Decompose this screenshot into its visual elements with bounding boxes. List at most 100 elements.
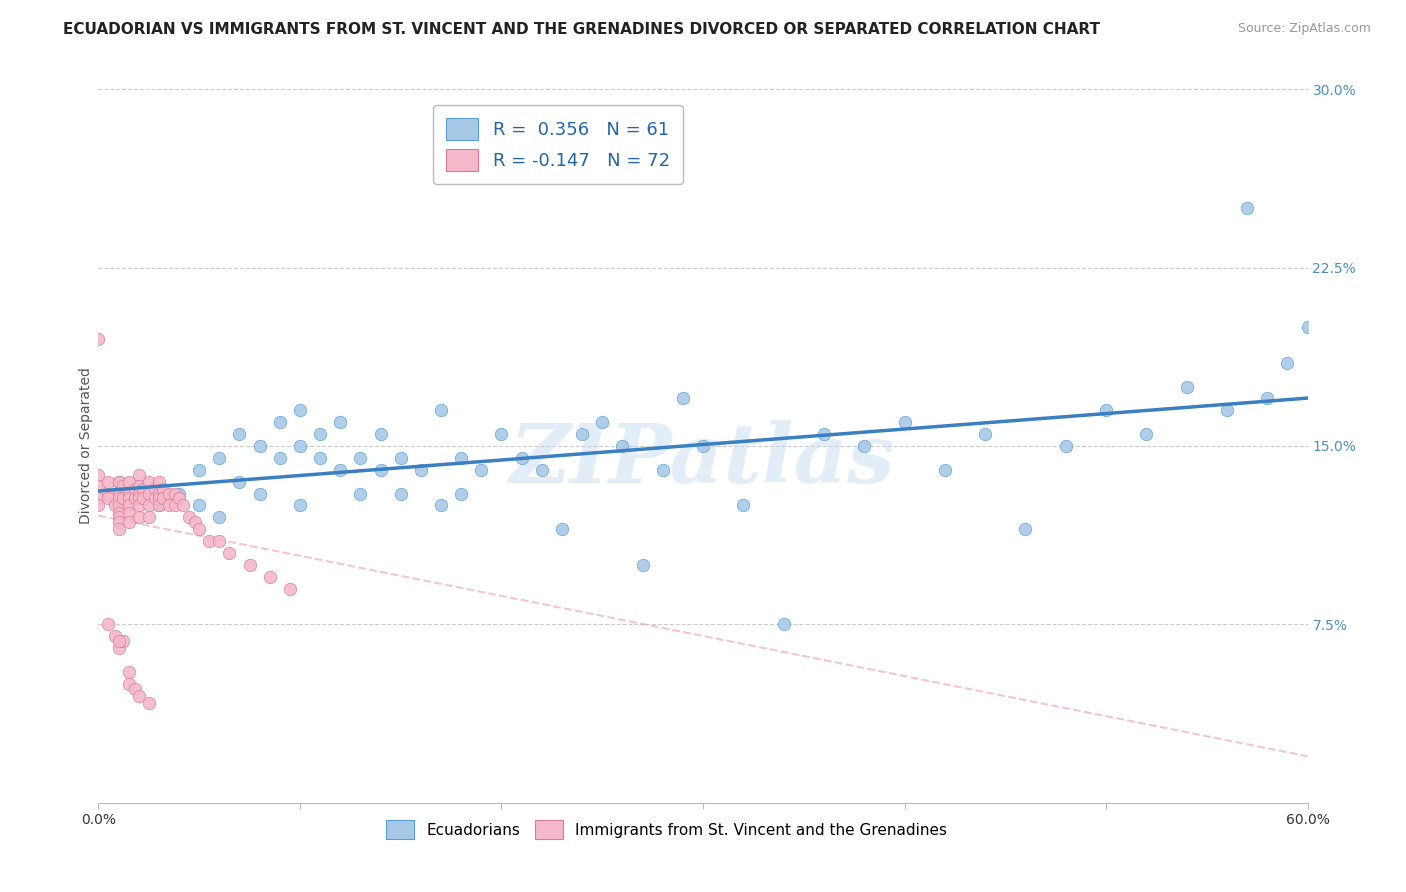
Point bbox=[157, 499, 180, 513]
Point bbox=[329, 463, 352, 477]
Point bbox=[591, 415, 613, 429]
Point bbox=[530, 463, 553, 477]
Point bbox=[430, 499, 453, 513]
Point bbox=[128, 510, 150, 524]
Point bbox=[107, 499, 129, 513]
Point bbox=[148, 475, 170, 489]
Point bbox=[118, 665, 141, 679]
Point bbox=[128, 486, 150, 500]
Point bbox=[128, 491, 150, 506]
Point bbox=[148, 491, 170, 506]
Point bbox=[1175, 379, 1198, 393]
Point bbox=[87, 499, 110, 513]
Point bbox=[118, 506, 141, 520]
Point bbox=[733, 499, 755, 513]
Point bbox=[124, 681, 146, 696]
Point bbox=[152, 491, 174, 506]
Point bbox=[510, 450, 533, 465]
Point bbox=[107, 491, 129, 506]
Point bbox=[118, 486, 141, 500]
Point bbox=[118, 491, 141, 506]
Point bbox=[143, 482, 166, 496]
Point bbox=[1095, 403, 1118, 417]
Point bbox=[239, 558, 262, 572]
Point bbox=[107, 515, 129, 529]
Point bbox=[188, 463, 211, 477]
Point bbox=[1256, 392, 1278, 406]
Point bbox=[974, 427, 997, 442]
Point bbox=[409, 463, 432, 477]
Point bbox=[692, 439, 714, 453]
Point bbox=[772, 617, 794, 632]
Point bbox=[228, 427, 250, 442]
Point bbox=[103, 499, 125, 513]
Point bbox=[138, 486, 160, 500]
Point bbox=[138, 475, 160, 489]
Point bbox=[107, 475, 129, 489]
Point bbox=[138, 499, 160, 513]
Point bbox=[389, 450, 412, 465]
Point bbox=[132, 482, 155, 496]
Point bbox=[288, 439, 311, 453]
Point bbox=[309, 450, 332, 465]
Point bbox=[893, 415, 915, 429]
Point bbox=[208, 510, 231, 524]
Point bbox=[111, 634, 134, 648]
Point bbox=[813, 427, 835, 442]
Point bbox=[138, 510, 160, 524]
Point bbox=[1296, 320, 1319, 334]
Point bbox=[111, 479, 134, 493]
Point bbox=[349, 450, 371, 465]
Point bbox=[208, 534, 231, 549]
Point bbox=[470, 463, 492, 477]
Point bbox=[148, 499, 170, 513]
Point bbox=[118, 499, 141, 513]
Point bbox=[208, 450, 231, 465]
Point bbox=[111, 491, 134, 506]
Point bbox=[1216, 403, 1239, 417]
Point bbox=[118, 475, 141, 489]
Point bbox=[107, 522, 129, 536]
Point bbox=[269, 415, 291, 429]
Point bbox=[651, 463, 673, 477]
Point bbox=[118, 515, 141, 529]
Point bbox=[249, 486, 271, 500]
Point bbox=[278, 582, 301, 596]
Text: ECUADORIAN VS IMMIGRANTS FROM ST. VINCENT AND THE GRENADINES DIVORCED OR SEPARAT: ECUADORIAN VS IMMIGRANTS FROM ST. VINCEN… bbox=[63, 22, 1101, 37]
Point bbox=[107, 641, 129, 656]
Point bbox=[167, 486, 190, 500]
Point bbox=[1135, 427, 1157, 442]
Point bbox=[389, 486, 412, 500]
Point bbox=[167, 491, 190, 506]
Point bbox=[269, 450, 291, 465]
Point bbox=[218, 546, 240, 560]
Point bbox=[184, 515, 207, 529]
Point bbox=[172, 499, 194, 513]
Point bbox=[97, 486, 120, 500]
Point bbox=[128, 486, 150, 500]
Point bbox=[107, 510, 129, 524]
Point bbox=[103, 629, 125, 643]
Point bbox=[1277, 356, 1299, 370]
Point bbox=[97, 475, 120, 489]
Point bbox=[97, 491, 120, 506]
Point bbox=[138, 696, 160, 710]
Point bbox=[124, 491, 146, 506]
Point bbox=[631, 558, 654, 572]
Point bbox=[551, 522, 574, 536]
Point bbox=[370, 463, 392, 477]
Point bbox=[370, 427, 392, 442]
Point bbox=[87, 479, 110, 493]
Point bbox=[1014, 522, 1036, 536]
Point bbox=[288, 499, 311, 513]
Point bbox=[124, 482, 146, 496]
Point bbox=[97, 617, 120, 632]
Point bbox=[1054, 439, 1077, 453]
Point bbox=[309, 427, 332, 442]
Point bbox=[107, 475, 129, 489]
Point bbox=[107, 486, 129, 500]
Point bbox=[934, 463, 956, 477]
Text: ZIPatlas: ZIPatlas bbox=[510, 420, 896, 500]
Point bbox=[188, 499, 211, 513]
Point bbox=[288, 403, 311, 417]
